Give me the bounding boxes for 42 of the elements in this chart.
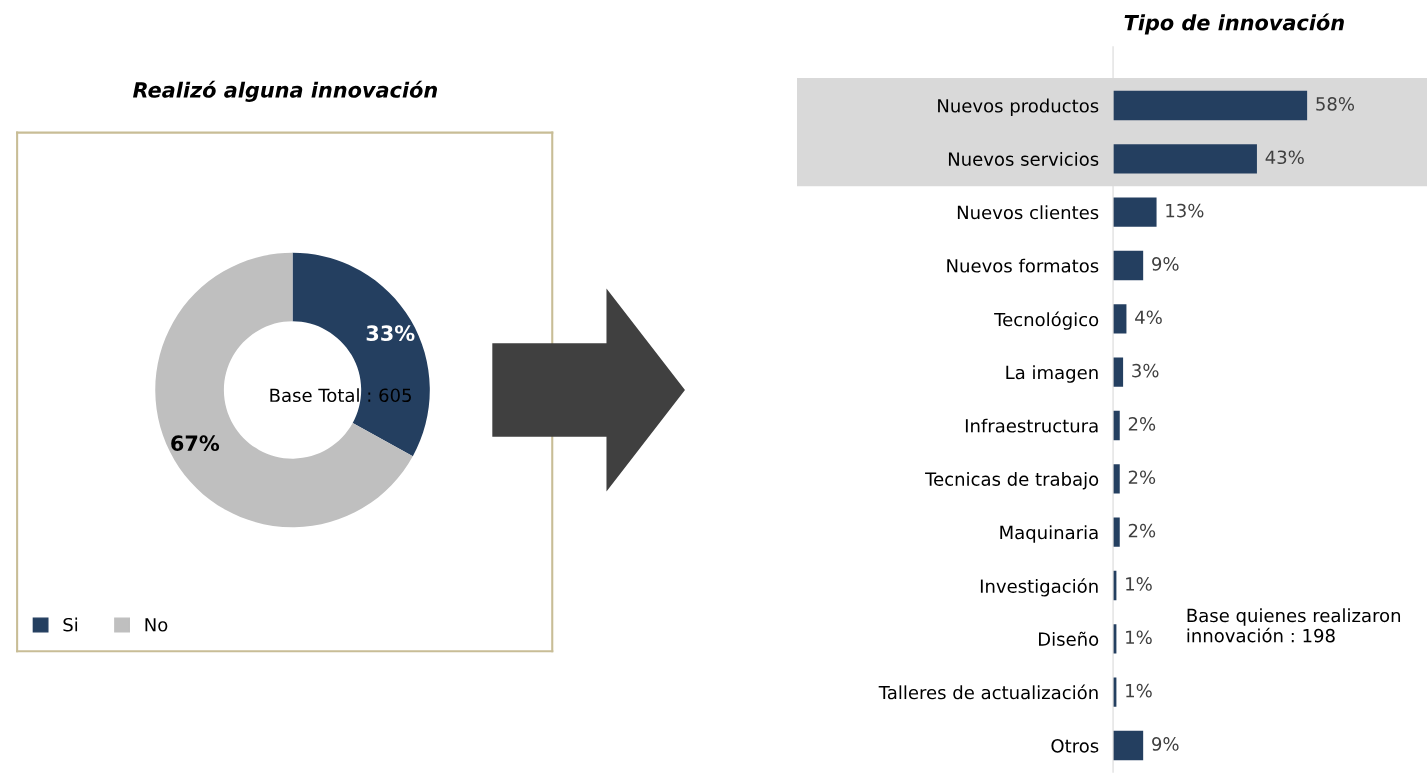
- data-label: 1%: [1126, 683, 1152, 698]
- y-tick-label: Infraestructura: [965, 418, 1098, 433]
- data-label: 43%: [1265, 150, 1304, 165]
- data-label: 2%: [1128, 417, 1156, 431]
- bar: [1113, 90, 1308, 121]
- y-tick-label: Nuevos clientes: [957, 205, 1099, 220]
- text: Base Total : 605: [270, 388, 411, 403]
- y-tick-label: Maquinaria: [1000, 525, 1098, 543]
- annotation: Base quienes realizaron innovación : 198: [1187, 608, 1401, 643]
- y-tick-label: Talleres de actualización: [878, 684, 1098, 700]
- y-tick-label: Investigación: [980, 578, 1098, 597]
- chart-title: Realizó alguna innovación: [133, 80, 438, 102]
- y-tick-label: Tecnicas de trabajo: [925, 471, 1099, 490]
- bar: [1113, 357, 1124, 387]
- data-label: 67%: [171, 435, 220, 452]
- y-tick-label: Otros: [1051, 738, 1099, 753]
- bar: [1113, 197, 1157, 227]
- bar: [1113, 250, 1144, 281]
- data-label: 2%: [1128, 523, 1156, 538]
- data-label: 2%: [1128, 470, 1156, 485]
- data-label: 33%: [366, 325, 415, 342]
- y-tick-label: Nuevos productos: [938, 98, 1099, 117]
- data-label: 1%: [1126, 577, 1152, 591]
- data-label: 13%: [1166, 203, 1204, 218]
- bar: [1113, 464, 1120, 494]
- data-label: 3%: [1132, 363, 1159, 378]
- y-tick-label: Nuevos formatos: [947, 258, 1099, 273]
- data-label: 4%: [1135, 310, 1162, 325]
- bar: [1113, 144, 1257, 174]
- data-label: 9%: [1152, 737, 1179, 751]
- data-label: 58%: [1316, 97, 1355, 111]
- y-tick-label: La imagen: [1006, 365, 1098, 383]
- chart-title: Tipo de innovación: [1124, 13, 1344, 35]
- y-tick-label: Tecnológico: [994, 311, 1099, 330]
- bar: [1113, 730, 1144, 761]
- donut-slice: [155, 252, 413, 528]
- legend-label: Si: [63, 617, 78, 632]
- y-tick-label: Diseño: [1039, 631, 1099, 646]
- data-label: 1%: [1126, 630, 1152, 645]
- y-tick-label: Nuevos servicios: [948, 151, 1099, 166]
- legend-label: No: [145, 618, 168, 632]
- data-label: 9%: [1152, 257, 1179, 271]
